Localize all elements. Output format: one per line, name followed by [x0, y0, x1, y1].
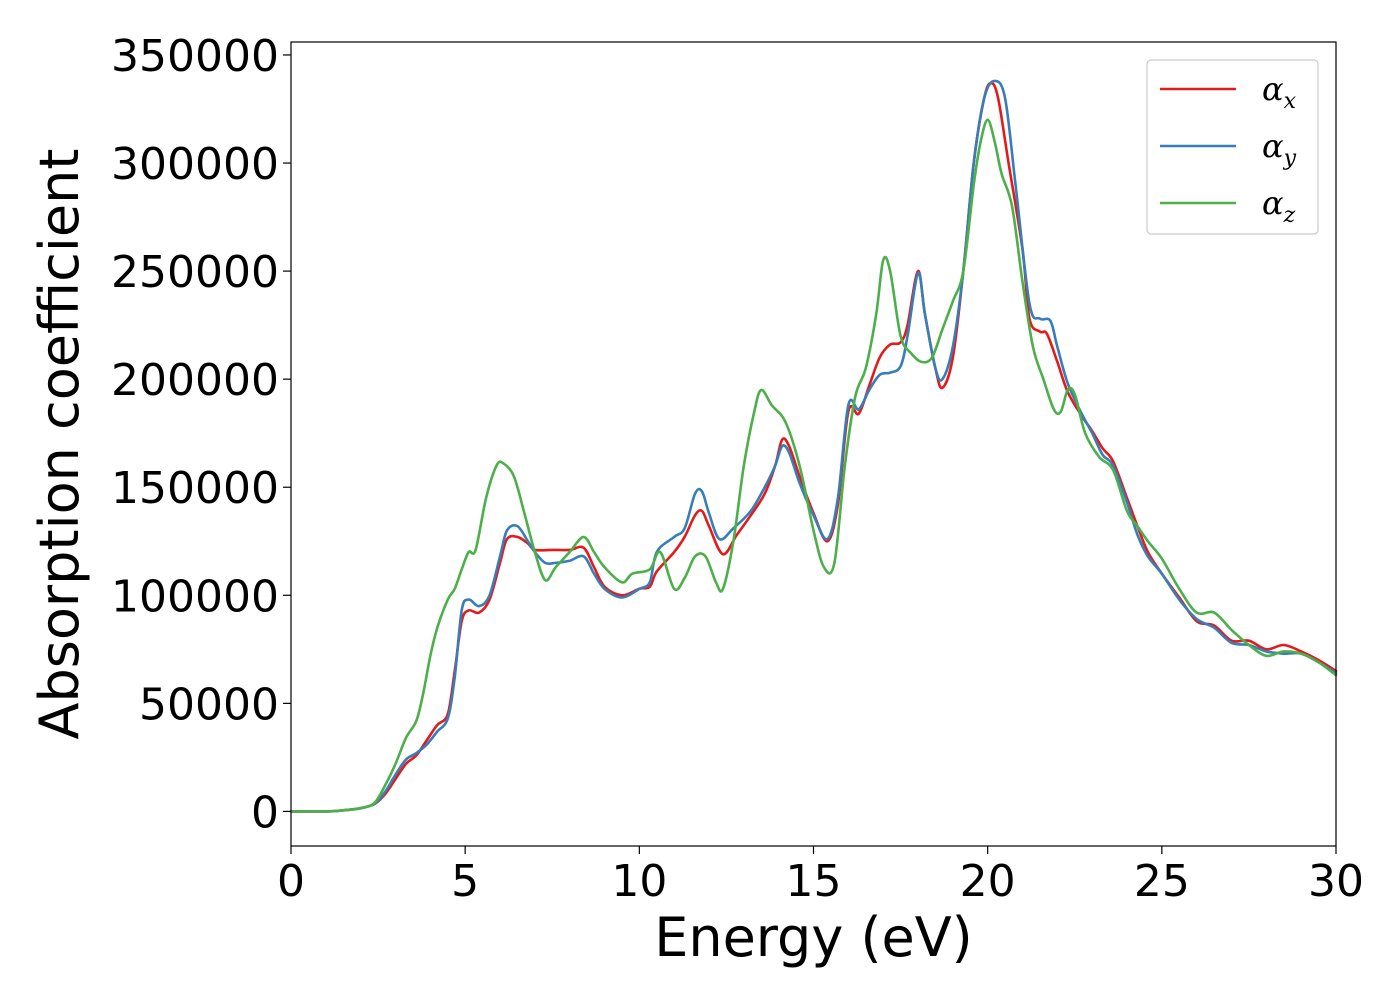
x-tick-label: 0: [277, 856, 305, 907]
y-tick-label: 350000: [111, 31, 279, 82]
x-tick-label: 5: [451, 856, 479, 907]
y-tick-label: 0: [251, 787, 279, 838]
y-tick-label: 250000: [111, 247, 279, 298]
series-line-alpha-z: [289, 118, 1338, 813]
legend: αx αy αz: [1146, 59, 1319, 235]
x-axis: 0 5 10 15 20 25 30: [277, 846, 1364, 907]
y-tick-label: 100000: [111, 571, 279, 622]
y-tick-label: 200000: [111, 355, 279, 406]
x-tick-label: 20: [960, 856, 1016, 907]
x-tick-label: 30: [1308, 856, 1364, 907]
y-tick-label: 300000: [111, 139, 279, 190]
legend-label-alpha-z: αz: [1262, 184, 1296, 228]
y-tick-label: 150000: [111, 463, 279, 514]
x-tick-label: 25: [1134, 856, 1190, 907]
legend-label-alpha-x: αx: [1262, 70, 1297, 114]
legend-label-alpha-y: αy: [1262, 127, 1297, 171]
y-axis: 0 50000 100000 150000 200000 250000 300000 3500…: [111, 31, 291, 838]
x-tick-label: 15: [786, 856, 842, 907]
x-tick-label: 10: [611, 856, 667, 907]
plot-lines: [289, 79, 1338, 813]
y-axis-label: Absorption coefficient: [28, 149, 91, 740]
x-axis-label: Energy (eV): [654, 906, 973, 969]
y-tick-label: 50000: [139, 679, 279, 730]
